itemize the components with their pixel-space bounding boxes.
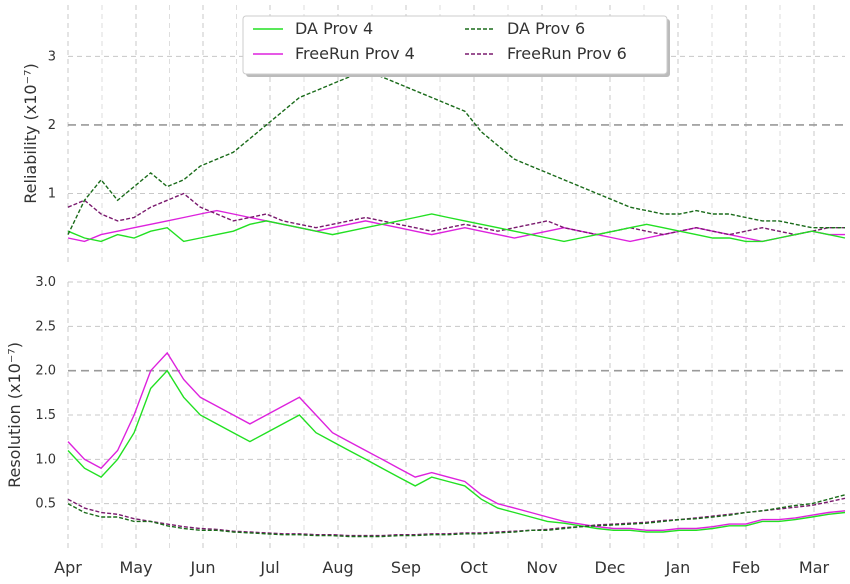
y-tick-label: 3.0 [35, 275, 56, 290]
y-tick-label: 0.5 [35, 497, 56, 512]
x-tick-label: Oct [460, 558, 488, 577]
y-axis-label: Reliability (x10⁻⁷) [21, 63, 40, 203]
legend-label: FreeRun Prov 6 [507, 44, 627, 63]
y-tick-label: 1 [48, 186, 56, 201]
x-tick-label: Apr [54, 558, 82, 577]
x-tick-label: Dec [595, 558, 626, 577]
y-axis-label: Resolution (x10⁻⁷) [5, 342, 24, 488]
y-tick-label: 1.5 [35, 408, 56, 423]
series-line-da-prov-4-resolution [67, 369, 846, 533]
legend-label: FreeRun Prov 4 [295, 44, 415, 63]
y-tick-label: 1.0 [35, 452, 56, 467]
legend-box [242, 15, 668, 75]
y-tick-label: 2.0 [35, 364, 56, 379]
x-tick-label: Mar [799, 558, 830, 577]
x-tick-label: Feb [732, 558, 760, 577]
x-tick-label: Jul [259, 558, 279, 577]
series-line-freerun-prov-4-resolution [67, 351, 846, 531]
series-line-freerun-prov-6-resolution [67, 497, 846, 537]
legend-label: DA Prov 6 [507, 19, 585, 38]
x-tick-label: Sep [391, 558, 421, 577]
legend-label: DA Prov 4 [295, 19, 373, 38]
series-line-da-prov-6-reliability [67, 69, 845, 235]
x-tick-label: May [119, 558, 152, 577]
y-tick-label: 2.5 [35, 319, 56, 334]
y-tick-label: 2 [48, 118, 56, 133]
x-tick-label: Jan [665, 558, 691, 577]
y-tick-label: 3 [48, 49, 56, 64]
series-line-da-prov-6-resolution [67, 494, 846, 538]
x-tick-label: Jun [190, 558, 216, 577]
x-tick-label: Nov [526, 558, 557, 577]
x-tick-label: Aug [322, 558, 353, 577]
series-line-freerun-prov-6-reliability [67, 192, 845, 236]
series-line-da-prov-4-reliability [67, 213, 846, 243]
